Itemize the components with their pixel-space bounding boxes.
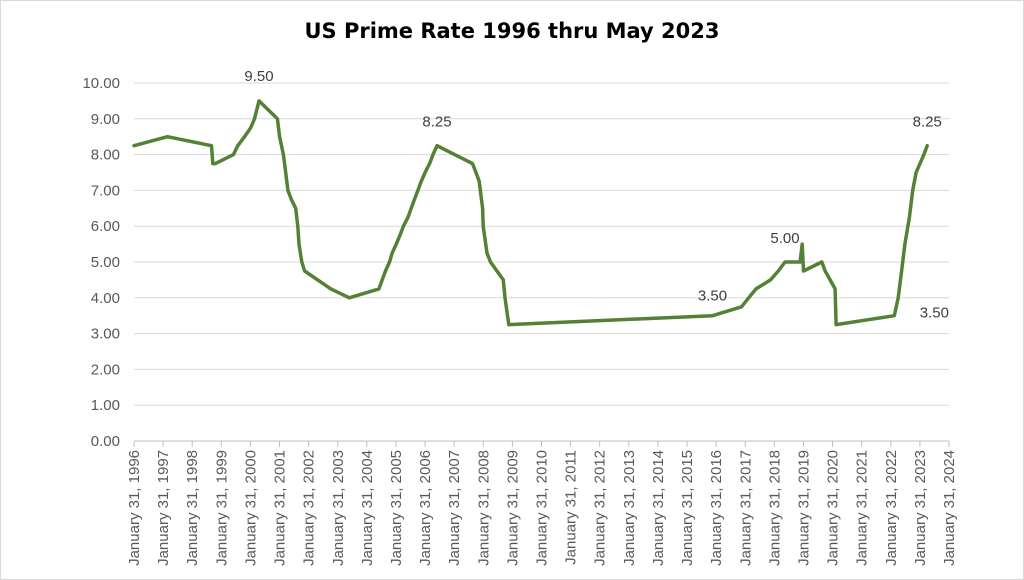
data-label: 9.50: [244, 68, 273, 85]
x-tick-label: January 31, 2021: [854, 450, 871, 566]
x-tick-label: January 31, 2020: [825, 450, 842, 566]
x-tick-label: January 31, 2008: [475, 450, 492, 566]
y-tick-label: 5.00: [91, 254, 120, 271]
x-tick-label: January 31, 2010: [534, 450, 551, 566]
series-line: [132, 99, 929, 327]
x-tick-label: January 31, 2017: [737, 450, 754, 566]
x-tick-label: January 31, 2011: [563, 450, 580, 565]
x-tick-label: January 31, 2000: [242, 450, 259, 566]
y-tick-label: 4.00: [91, 290, 120, 307]
x-tick-label: January 31, 2016: [708, 450, 725, 566]
x-tick-label: January 31, 2019: [795, 450, 812, 566]
y-tick-label: 2.00: [91, 361, 120, 378]
x-tick-label: January 31, 2006: [417, 450, 434, 566]
x-tick-label: January 31, 1999: [213, 450, 230, 566]
axes: 0.00 1.00 2.00 3.00 4.00 5.00 6.00 7.00 8.00 9.00…: [82, 75, 958, 566]
y-tick-label: 10.00: [82, 75, 120, 92]
y-tick-label: 6.00: [91, 218, 120, 235]
data-labels: 9.50 8.25 3.50 5.00 3.50 8.25: [244, 68, 949, 322]
y-tick-label: 1.00: [91, 397, 120, 414]
x-tick-label: January 31, 1998: [184, 450, 201, 566]
x-tick-label: January 31, 2002: [301, 450, 318, 566]
x-tick-label: January 31, 2015: [679, 450, 696, 566]
data-label: 8.25: [422, 114, 451, 131]
x-tick-label: January 31, 2001: [272, 450, 289, 566]
y-tick-label: 7.00: [91, 182, 120, 199]
series: [132, 99, 929, 327]
chart-title: US Prime Rate 1996 thru May 2023: [304, 19, 720, 43]
data-label: 3.50: [920, 305, 949, 322]
x-tick-label: January 31, 2024: [941, 450, 958, 566]
x-tick-label: January 31, 2022: [883, 450, 900, 566]
y-tick-label: 0.00: [91, 433, 120, 450]
x-tick-label: January 31, 2005: [388, 450, 405, 566]
y-tick-label: 8.00: [91, 147, 120, 164]
data-label: 8.25: [913, 114, 942, 131]
x-tick-label: January 31, 2009: [504, 450, 521, 566]
y-tick-label: 3.00: [91, 326, 120, 343]
data-label: 3.50: [698, 288, 727, 305]
x-tick-label: January 31, 2004: [359, 450, 376, 566]
x-tick-label: January 31, 2003: [330, 450, 347, 566]
x-tick-label: January 31, 2012: [592, 450, 609, 566]
x-tick-label: January 31, 2014: [650, 450, 667, 566]
x-tick-label: January 31, 1996: [126, 450, 143, 566]
x-tick-label: January 31, 2023: [912, 450, 929, 566]
x-tick-label: January 31, 2013: [621, 450, 638, 566]
x-tick-label: January 31, 1997: [155, 450, 172, 566]
gridlines: [134, 82, 949, 406]
data-label: 5.00: [770, 230, 799, 247]
x-tick-label: January 31, 2018: [766, 450, 783, 566]
x-tick-label: January 31, 2007: [446, 450, 463, 566]
y-tick-label: 9.00: [91, 111, 120, 128]
